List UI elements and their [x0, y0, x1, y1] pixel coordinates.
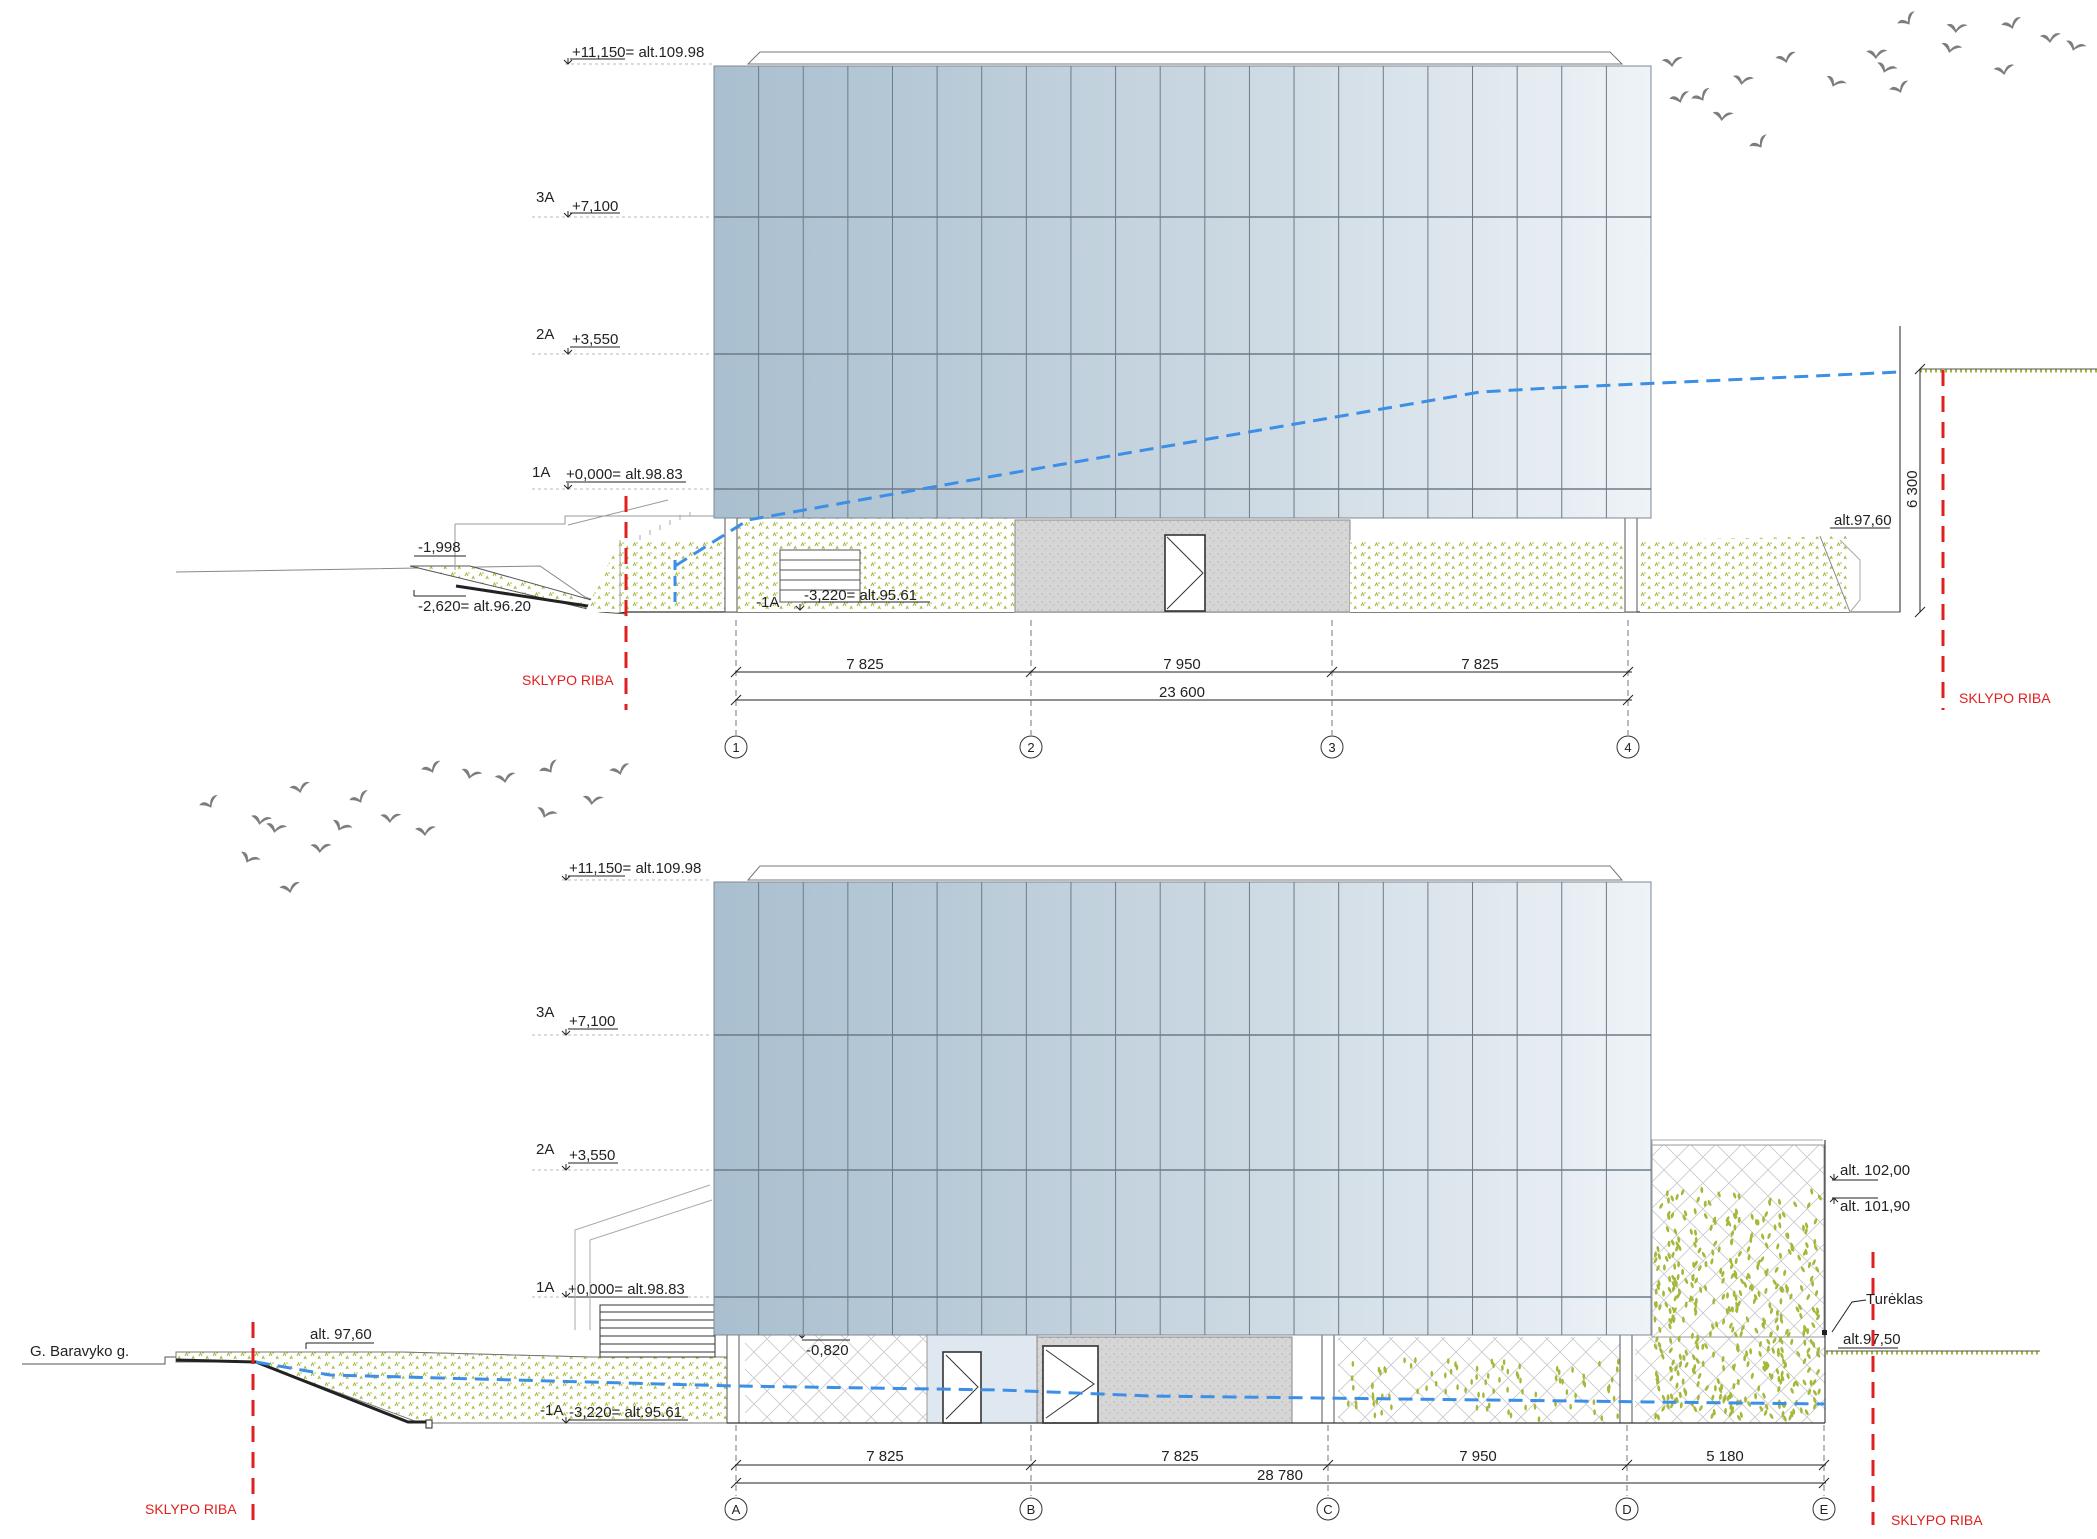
- bottom-alt-102: alt. 102,00: [1840, 1162, 1910, 1179]
- bottom-base: -0,820 -1A -3,220= alt.95.61 alt. 102,00…: [540, 1139, 2040, 1424]
- top-level-roof-label: +11,150= alt.109.98: [572, 44, 704, 61]
- top-level-3a: 3A +7,100: [536, 189, 620, 218]
- bottom-bay-3: 7 950: [1459, 1448, 1497, 1465]
- bottom-axis-b: B: [1027, 1502, 1036, 1517]
- bottom-axis-c: C: [1323, 1502, 1332, 1517]
- top-basement-mark: -3,220= alt.95.61: [804, 587, 917, 604]
- top-bay-3: 7 825: [1461, 656, 1499, 673]
- top-glass-facade: [713, 51, 1652, 519]
- top-mark-2620: -2,620= alt.96.20: [418, 598, 531, 615]
- bottom-left-alt: alt. 97,60: [310, 1326, 372, 1343]
- bottom-bay-2: 7 825: [1161, 1448, 1199, 1465]
- top-axis-2: 2: [1027, 740, 1034, 755]
- bottom-level-1a-label: +0,000= alt.98.83: [568, 1281, 685, 1298]
- bottom-level-3a-label: +7,100: [569, 1013, 615, 1030]
- bottom-level-3a-tag: 3A: [536, 1004, 554, 1021]
- bottom-bay-1: 7 825: [866, 1448, 904, 1465]
- top-plot-boundary-left-label: SKLYPO RIBA: [522, 672, 614, 688]
- bottom-level-roof: +11,150= alt.109.98: [561, 860, 701, 881]
- top-level-1a-tag: 1A: [532, 464, 550, 481]
- top-grid-axes: 1 2 3 4: [724, 735, 1640, 759]
- top-elevation: +11,150= alt.109.98 3A +7,100 2A +3,550 …: [175, 44, 2097, 759]
- top-total-dim: 23 600: [1159, 684, 1205, 701]
- bottom-total-dim: 28 780: [1257, 1467, 1303, 1484]
- bottom-level-2a-label: +3,550: [569, 1147, 615, 1164]
- bottom-level-roof-label: +11,150= alt.109.98: [569, 860, 701, 877]
- top-bay-1: 7 825: [846, 656, 884, 673]
- bottom-plot-boundary-left-label: SKLYPO RIBA: [145, 1501, 237, 1517]
- bottom-grid-axes: A B C D E: [724, 1497, 1836, 1521]
- top-right-alt: alt.97,60: [1834, 512, 1892, 529]
- top-level-3a-tag: 3A: [536, 189, 554, 206]
- bottom-axis-e: E: [1820, 1502, 1829, 1517]
- top-basement-tag: -1A: [756, 594, 779, 611]
- top-axis-3: 3: [1328, 740, 1335, 755]
- top-level-2a-tag: 2A: [536, 326, 554, 343]
- bottom-basement-tag: -1A: [540, 1402, 563, 1419]
- top-bay-2: 7 950: [1163, 656, 1201, 673]
- bottom-level-3a: 3A +7,100: [536, 1004, 618, 1036]
- bottom-street-label: G. Baravyko g.: [30, 1343, 129, 1360]
- bottom-elevation: +11,150= alt.109.98 3A +7,100 2A +3,550 …: [22, 860, 2040, 1528]
- top-dimensions: [730, 620, 1634, 735]
- bottom-level-1a-tag: 1A: [536, 1279, 554, 1296]
- bottom-axis-a: A: [732, 1502, 741, 1517]
- top-axis-4: 4: [1624, 740, 1631, 755]
- bottom-axis-d: D: [1622, 1502, 1631, 1517]
- bottom-bay-4: 5 180: [1706, 1448, 1744, 1465]
- bottom-basement-mark: -3,220= alt.95.61: [569, 1404, 682, 1421]
- bottom-ground-left: G. Baravyko g. alt. 97,60: [22, 1326, 728, 1429]
- top-base: -1A -3,220= alt.95.61 alt.97,60 6 300: [724, 326, 2097, 618]
- bottom-glass-facade: [713, 865, 1652, 1336]
- bottom-alt-101: alt. 101,90: [1840, 1198, 1910, 1215]
- top-level-1a-label: +0,000= alt.98.83: [566, 466, 683, 483]
- bottom-level-2a: 2A +3,550: [536, 1141, 618, 1171]
- birds-decoration: [199, 11, 2087, 893]
- top-axis-1: 1: [732, 740, 739, 755]
- top-groundwater-line: [674, 370, 1901, 568]
- top-level-roof: +11,150= alt.109.98: [563, 44, 704, 65]
- bottom-level-2a-tag: 2A: [536, 1141, 554, 1158]
- bottom-plot-boundary-right-label: SKLYPO RIBA: [1891, 1512, 1983, 1528]
- bottom-railing-label: Turėklas: [1866, 1291, 1923, 1308]
- top-height-dim: 6 300: [1904, 470, 1921, 508]
- bottom-dimensions: [730, 1425, 1830, 1496]
- top-level-3a-label: +7,100: [572, 198, 618, 215]
- top-mark-1998: -1,998: [418, 539, 461, 556]
- top-plot-boundary-right-label: SKLYPO RIBA: [1959, 690, 2051, 706]
- top-level-1a: 1A +0,000= alt.98.83: [532, 464, 686, 490]
- top-level-2a-label: +3,550: [572, 331, 618, 348]
- top-level-2a: 2A +3,550: [536, 326, 620, 355]
- bottom-mark-0820: -0,820: [806, 1342, 849, 1359]
- bottom-level-1a: 1A +0,000= alt.98.83: [536, 1279, 688, 1298]
